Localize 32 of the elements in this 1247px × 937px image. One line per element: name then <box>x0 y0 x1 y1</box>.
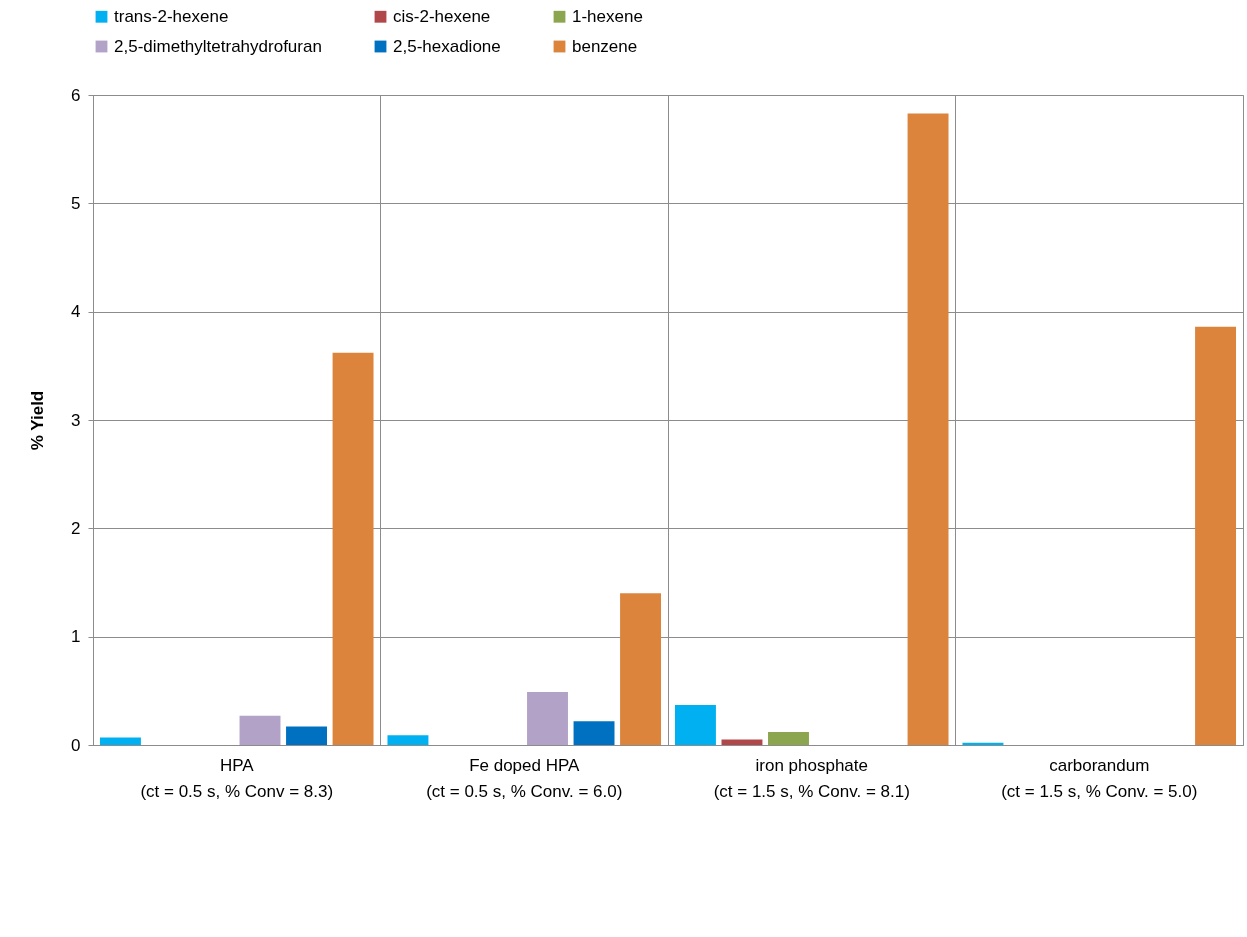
y-axis-title: % Yield <box>28 390 48 451</box>
bar <box>620 593 662 745</box>
y-tick-label: 6 <box>71 85 81 105</box>
x-tick-label: carborandum (ct = 1.5 s, % Conv. = 5.0) <box>1001 755 1198 801</box>
legend-label: 2,5-dimethyltetrahydrofuran <box>114 36 322 56</box>
x-tick-label: Fe doped HPA (ct = 0.5 s, % Conv. = 6.0) <box>426 755 623 801</box>
y-tick-label: 0 <box>71 735 81 755</box>
bar <box>768 732 809 745</box>
y-tick-label: 2 <box>71 518 81 538</box>
y-tick-label: 3 <box>71 410 81 430</box>
bar <box>387 735 429 745</box>
bar <box>1195 326 1237 745</box>
bar <box>962 742 1004 745</box>
bar <box>907 113 949 745</box>
legend-label: trans-2-hexene <box>114 6 229 26</box>
bar <box>674 704 716 745</box>
x-tick-label: iron phosphate (ct = 1.5 s, % Conv. = 8.1) <box>713 755 910 801</box>
bar <box>721 739 763 745</box>
y-tick-label: 5 <box>71 193 81 213</box>
legend-label: cis-2-hexene <box>393 6 491 26</box>
y-tick-label: 4 <box>71 302 81 322</box>
legend-label: 2,5-hexadione <box>393 36 501 56</box>
bar <box>239 715 281 745</box>
bar <box>332 352 374 745</box>
x-tick-label: HPA (ct = 0.5 s, % Conv = 8.3) <box>140 755 334 801</box>
bar <box>286 726 327 745</box>
bar <box>99 737 141 745</box>
bar <box>527 691 568 745</box>
legend-label: benzene <box>572 36 638 56</box>
y-tick-label: 1 <box>71 627 81 647</box>
bar <box>573 721 615 745</box>
legend-label: 1-hexene <box>572 6 643 26</box>
